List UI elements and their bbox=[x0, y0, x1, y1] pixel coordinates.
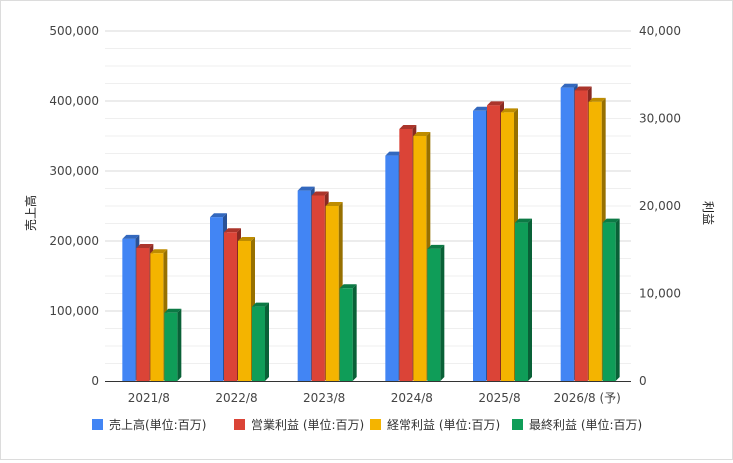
bar-top bbox=[136, 244, 154, 248]
bar-top bbox=[164, 308, 182, 313]
right-axis-ticks: 0 10,000 20,000 30,000 40,000 bbox=[639, 24, 681, 388]
bar-3-5 bbox=[602, 218, 620, 381]
bar-front bbox=[560, 87, 574, 381]
bar-top bbox=[399, 125, 417, 129]
bar-front bbox=[311, 195, 325, 381]
bar-top bbox=[588, 97, 606, 102]
legend-item: 最終利益 (単位:百万) bbox=[512, 417, 642, 432]
legend-item: 営業利益 (単位:百万) bbox=[234, 417, 364, 432]
legend: 売上高(単位:百万) 営業利益 (単位:百万) 経常利益 (単位:百万) 最終利益 (… bbox=[92, 417, 642, 432]
bar-top bbox=[122, 234, 140, 239]
left-tick-label: 200,000 bbox=[49, 234, 99, 248]
left-tick-label: 300,000 bbox=[49, 164, 99, 178]
x-tick-label: 2021/8 bbox=[128, 391, 170, 405]
legend-label: 経常利益 (単位:百万) bbox=[387, 417, 500, 432]
bar-front bbox=[427, 248, 441, 381]
bar-3-2 bbox=[339, 284, 357, 381]
left-axis-ticks: 0 100,000 200,000 300,000 400,000 500,000 bbox=[49, 24, 99, 388]
gridlines bbox=[105, 30, 631, 364]
legend-label: 最終利益 (単位:百万) bbox=[529, 417, 642, 432]
legend-swatch bbox=[512, 419, 523, 430]
bar-3-1 bbox=[252, 302, 269, 381]
bar-front bbox=[588, 101, 602, 381]
bar-front bbox=[413, 136, 427, 381]
bar-3-3 bbox=[427, 244, 445, 381]
bar-top bbox=[339, 284, 357, 289]
bar-front bbox=[473, 110, 486, 382]
bar-side bbox=[615, 218, 620, 381]
bar-side bbox=[265, 302, 269, 381]
x-tick-label: 2022/8 bbox=[215, 391, 257, 405]
legend-item: 売上高(単位:百万) bbox=[92, 417, 206, 432]
right-tick-label: 30,000 bbox=[639, 112, 681, 126]
left-tick-label: 0 bbox=[91, 374, 99, 388]
right-axis-label: 利益 bbox=[701, 201, 715, 225]
legend-swatch bbox=[234, 419, 245, 430]
bar-side bbox=[440, 244, 445, 381]
bar-side bbox=[352, 284, 357, 381]
bar-top bbox=[297, 186, 315, 191]
bar-front bbox=[602, 222, 616, 381]
x-tick-label: 2023/8 bbox=[303, 391, 345, 405]
legend-item: 経常利益 (単位:百万) bbox=[370, 417, 500, 432]
bar-front bbox=[164, 312, 178, 381]
right-tick-label: 0 bbox=[639, 374, 647, 388]
bar-top bbox=[224, 228, 241, 233]
left-tick-label: 500,000 bbox=[49, 24, 99, 38]
legend-label: 売上高(単位:百万) bbox=[109, 417, 206, 432]
bar-top bbox=[515, 218, 532, 223]
bar-top bbox=[311, 191, 329, 196]
bar-front bbox=[399, 129, 413, 381]
bar-side bbox=[177, 308, 182, 381]
bar-top bbox=[602, 218, 620, 223]
right-tick-label: 20,000 bbox=[639, 199, 681, 213]
bar-front bbox=[150, 253, 164, 381]
bar-front bbox=[238, 241, 251, 381]
right-tick-label: 10,000 bbox=[639, 287, 681, 301]
bar-top bbox=[325, 202, 343, 206]
bar-3-0 bbox=[164, 308, 182, 381]
x-tick-label: 2024/8 bbox=[391, 391, 433, 405]
legend-label: 営業利益 (単位:百万) bbox=[251, 417, 364, 432]
bar-3-4 bbox=[515, 218, 532, 381]
bar-top bbox=[427, 244, 445, 249]
x-tick-label: 2026/8 (予) bbox=[553, 391, 620, 405]
bar-front bbox=[325, 206, 339, 381]
bar-front bbox=[515, 222, 528, 381]
bar-front bbox=[252, 306, 265, 381]
left-tick-label: 400,000 bbox=[49, 94, 99, 108]
bar-front bbox=[210, 217, 223, 381]
bar-top bbox=[252, 302, 269, 307]
bar-top bbox=[210, 213, 227, 218]
bar-front bbox=[297, 190, 311, 381]
bar-top bbox=[487, 101, 504, 106]
bar-top bbox=[574, 86, 592, 91]
x-axis-ticks: 2021/8 2022/8 2023/8 2024/8 2025/8 2026/8 (予) bbox=[128, 391, 621, 405]
left-tick-label: 100,000 bbox=[49, 304, 99, 318]
bar-front bbox=[501, 112, 514, 381]
bar-front bbox=[385, 155, 399, 381]
legend-swatch bbox=[370, 419, 381, 430]
right-tick-label: 40,000 bbox=[639, 24, 681, 38]
bar-front bbox=[339, 288, 353, 381]
left-axis-label: 売上高 bbox=[23, 195, 38, 231]
bar-front bbox=[487, 105, 500, 381]
bar-side bbox=[528, 218, 532, 381]
bar-front bbox=[574, 90, 588, 381]
bar-top bbox=[560, 83, 578, 88]
bar-front bbox=[136, 248, 150, 381]
bar-top bbox=[413, 132, 431, 136]
bar-top bbox=[473, 106, 490, 111]
bar-top bbox=[501, 108, 518, 113]
bar-top bbox=[150, 249, 168, 254]
bar-top bbox=[238, 237, 255, 241]
bar-front bbox=[224, 232, 237, 381]
bar-top bbox=[385, 151, 403, 156]
bars bbox=[122, 83, 620, 382]
bar-front bbox=[122, 238, 136, 381]
legend-swatch bbox=[92, 419, 103, 430]
x-tick-label: 2025/8 bbox=[478, 391, 520, 405]
